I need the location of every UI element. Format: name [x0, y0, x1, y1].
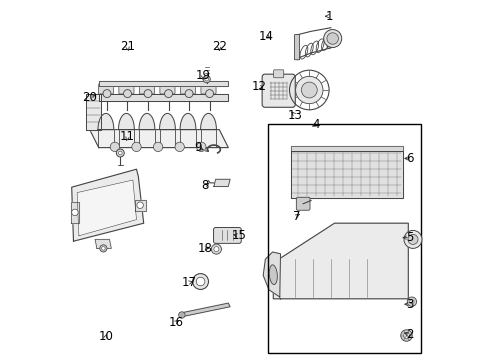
Text: 3: 3	[406, 298, 413, 311]
FancyBboxPatch shape	[98, 84, 113, 94]
FancyBboxPatch shape	[119, 84, 134, 94]
FancyBboxPatch shape	[296, 197, 309, 210]
Text: 12: 12	[251, 80, 266, 93]
Polygon shape	[159, 113, 175, 130]
FancyBboxPatch shape	[180, 84, 195, 94]
Polygon shape	[98, 113, 114, 130]
Circle shape	[326, 33, 338, 44]
Polygon shape	[71, 202, 79, 223]
Circle shape	[110, 142, 120, 152]
Circle shape	[132, 142, 141, 152]
Circle shape	[205, 90, 213, 98]
Text: 19: 19	[195, 69, 210, 82]
Polygon shape	[99, 81, 228, 86]
Bar	[267, 124, 420, 353]
Circle shape	[175, 142, 184, 152]
FancyBboxPatch shape	[213, 228, 241, 243]
Circle shape	[178, 312, 185, 318]
Circle shape	[295, 76, 322, 104]
Circle shape	[164, 90, 172, 98]
Text: 1: 1	[325, 10, 332, 23]
Circle shape	[185, 90, 193, 98]
Polygon shape	[134, 200, 145, 211]
Text: 13: 13	[287, 109, 302, 122]
Text: 11: 11	[120, 130, 135, 143]
Text: 16: 16	[168, 316, 183, 329]
Text: 7: 7	[292, 210, 300, 222]
Polygon shape	[118, 113, 134, 130]
Circle shape	[100, 245, 107, 252]
Circle shape	[403, 333, 408, 338]
Text: 22: 22	[211, 40, 226, 53]
Circle shape	[116, 149, 124, 157]
Text: 21: 21	[120, 40, 135, 53]
Circle shape	[123, 90, 131, 98]
Polygon shape	[290, 151, 402, 198]
Polygon shape	[263, 252, 280, 297]
Polygon shape	[86, 94, 101, 130]
Text: 20: 20	[82, 91, 97, 104]
Polygon shape	[273, 223, 407, 299]
Polygon shape	[290, 146, 402, 151]
Polygon shape	[139, 113, 155, 130]
FancyBboxPatch shape	[294, 35, 299, 60]
Text: 17: 17	[181, 276, 196, 289]
Circle shape	[103, 90, 111, 98]
Text: 9: 9	[194, 141, 201, 154]
Text: 18: 18	[197, 242, 212, 255]
Polygon shape	[213, 179, 230, 186]
Circle shape	[72, 209, 78, 216]
Polygon shape	[95, 239, 111, 248]
Text: 14: 14	[258, 30, 273, 42]
Circle shape	[213, 247, 219, 252]
Text: 15: 15	[231, 229, 246, 242]
FancyBboxPatch shape	[201, 84, 216, 94]
Polygon shape	[200, 113, 216, 130]
Circle shape	[204, 77, 208, 81]
Text: 6: 6	[406, 152, 413, 165]
Circle shape	[196, 277, 204, 286]
Circle shape	[102, 247, 105, 250]
Circle shape	[137, 202, 143, 208]
Text: 4: 4	[312, 118, 320, 131]
FancyBboxPatch shape	[262, 74, 295, 107]
Ellipse shape	[269, 265, 277, 284]
Circle shape	[196, 142, 205, 152]
FancyBboxPatch shape	[160, 84, 175, 94]
Text: 2: 2	[406, 328, 413, 341]
Text: 10: 10	[98, 330, 113, 343]
Circle shape	[407, 297, 416, 306]
Polygon shape	[89, 130, 228, 148]
Circle shape	[118, 151, 122, 155]
Circle shape	[400, 330, 411, 341]
Circle shape	[203, 76, 210, 83]
Circle shape	[144, 90, 152, 98]
Circle shape	[301, 82, 317, 98]
Polygon shape	[72, 169, 143, 241]
FancyBboxPatch shape	[139, 84, 154, 94]
Circle shape	[211, 244, 221, 254]
Text: 8: 8	[201, 179, 208, 192]
Circle shape	[407, 234, 417, 244]
Circle shape	[192, 274, 208, 289]
Circle shape	[153, 142, 163, 152]
Circle shape	[403, 230, 421, 248]
Text: 5: 5	[406, 231, 413, 244]
Circle shape	[409, 300, 413, 304]
FancyBboxPatch shape	[273, 70, 283, 78]
Polygon shape	[99, 94, 228, 101]
Polygon shape	[179, 303, 230, 317]
Polygon shape	[180, 113, 196, 130]
Polygon shape	[77, 180, 136, 236]
Circle shape	[323, 30, 341, 48]
